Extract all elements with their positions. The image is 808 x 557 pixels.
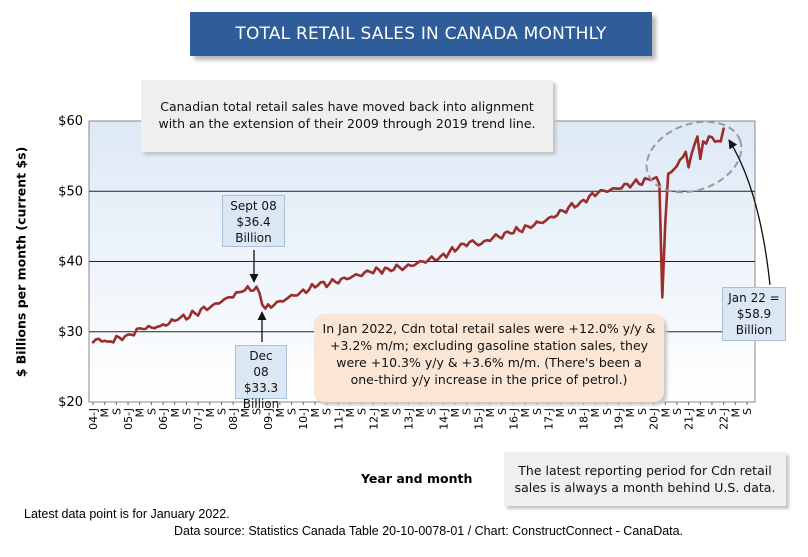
x-tick-label: 13-J — [402, 408, 415, 430]
x-tick-label: 06-J — [157, 408, 170, 430]
x-tick-label: M — [309, 408, 322, 418]
x-tick-label: 05-J — [122, 408, 135, 430]
x-tick-label: 20-J — [648, 408, 661, 430]
callout-jan22-line3: Billion — [735, 323, 773, 337]
callout-sept08-line3: Billion — [235, 231, 272, 245]
x-tick-label: M — [379, 408, 392, 418]
x-tick-label: 17-J — [542, 408, 555, 430]
x-tick-label: 10-J — [297, 408, 310, 430]
jan-2022-note: In Jan 2022, Cdn total retail sales were… — [314, 314, 664, 402]
x-tick-label: S — [531, 408, 544, 415]
latest-data-note: Latest data point is for January 2022. — [24, 507, 230, 521]
highlight-circle — [645, 120, 743, 194]
x-tick-label: S — [741, 408, 754, 415]
callout-sept08: Sept 08 $36.4 Billion — [222, 195, 285, 247]
x-tick-label: S — [145, 408, 158, 415]
x-tick-label: S — [356, 408, 369, 415]
x-tick-label: M — [274, 408, 287, 418]
x-tick-label: 18-J — [578, 408, 591, 430]
x-tick-label: M — [729, 408, 742, 418]
x-tick-label: M — [589, 408, 602, 418]
x-tick-label: M — [519, 408, 532, 418]
y-tick-label: $20 — [58, 395, 83, 410]
callout-sept08-line2: $36.4 — [236, 215, 271, 229]
y-tick-label: $60 — [58, 114, 83, 129]
callout-jan22: Jan 22 = $58.9 Billion — [722, 287, 786, 341]
callout-dec08-line1: Dec 08 — [249, 349, 273, 379]
x-tick-label: M — [554, 408, 567, 418]
x-tick-label: S — [391, 408, 404, 415]
x-tick-label: M — [449, 408, 462, 418]
y-tick-label: $50 — [58, 184, 83, 199]
x-tick-label: M — [694, 408, 707, 418]
data-source-note: Data source: Statistics Canada Table 20-… — [174, 524, 684, 538]
x-tick-label: S — [215, 408, 228, 415]
x-tick-label: S — [286, 408, 299, 415]
x-tick-label: 04-J — [87, 408, 100, 430]
reporting-period-note: The latest reporting period for Cdn reta… — [504, 452, 786, 506]
x-tick-label: S — [251, 408, 264, 415]
x-tick-label: S — [461, 408, 474, 415]
callout-sept08-line1: Sept 08 — [230, 199, 277, 213]
x-tick-label: S — [321, 408, 334, 415]
x-tick-label: 09-J — [262, 408, 275, 430]
x-tick-label: M — [99, 408, 112, 418]
chart-title: TOTAL RETAIL SALES IN CANADA MONTHLY — [190, 12, 652, 56]
arrow-jan22 — [728, 139, 771, 286]
x-tick-label: 22-J — [718, 408, 731, 430]
callout-dec08: Dec 08 $33.3 Billion — [235, 345, 287, 411]
x-tick-label: S — [496, 408, 509, 415]
retail-sales-line — [91, 127, 725, 344]
x-tick-label: 15-J — [472, 408, 485, 430]
x-tick-label: 07-J — [192, 408, 205, 430]
x-tick-label: S — [706, 408, 719, 415]
callout-dec08-line3: Billion — [242, 397, 280, 411]
x-tick-label: S — [426, 408, 439, 415]
x-tick-label: 16-J — [507, 408, 520, 430]
y-tick-label: $40 — [58, 255, 83, 270]
callout-jan22-line1: Jan 22 = — [728, 291, 780, 305]
x-tick-label: 14-J — [437, 408, 450, 430]
x-tick-label: 19-J — [613, 408, 626, 430]
x-tick-label: M — [344, 408, 357, 418]
x-tick-label: S — [566, 408, 579, 415]
x-axis-title: Year and month — [361, 471, 473, 486]
x-axis-ticks: 04-JMS05-JMS06-JMS07-JMS08-JMS09-JMS10-J… — [87, 402, 754, 430]
x-tick-label: S — [110, 408, 123, 415]
x-tick-label: M — [169, 408, 182, 418]
x-tick-label: M — [204, 408, 217, 418]
callout-dec08-line2: $33.3 — [243, 381, 279, 395]
x-tick-label: S — [601, 408, 614, 415]
x-tick-label: S — [180, 408, 193, 415]
x-tick-label: M — [484, 408, 497, 418]
x-tick-label: S — [671, 408, 684, 415]
x-tick-label: M — [239, 408, 252, 418]
x-tick-label: M — [134, 408, 147, 418]
x-tick-label: M — [624, 408, 637, 418]
x-tick-label: S — [636, 408, 649, 415]
y-axis-ticks: $20 $30 $40 $50 $60 — [58, 114, 83, 410]
x-tick-label: 21-J — [683, 408, 696, 430]
x-tick-label: 12-J — [367, 408, 380, 430]
y-tick-label: $30 — [58, 325, 83, 340]
callout-jan22-line2: $58.9 — [736, 307, 772, 321]
x-tick-label: 08-J — [227, 408, 240, 430]
y-axis-title: $ Billions per month (current $s) — [13, 146, 29, 378]
trend-note: Canadian total retail sales have moved b… — [141, 80, 553, 152]
x-tick-label: M — [659, 408, 672, 418]
x-tick-label: M — [414, 408, 427, 418]
x-tick-label: 11-J — [332, 408, 345, 430]
